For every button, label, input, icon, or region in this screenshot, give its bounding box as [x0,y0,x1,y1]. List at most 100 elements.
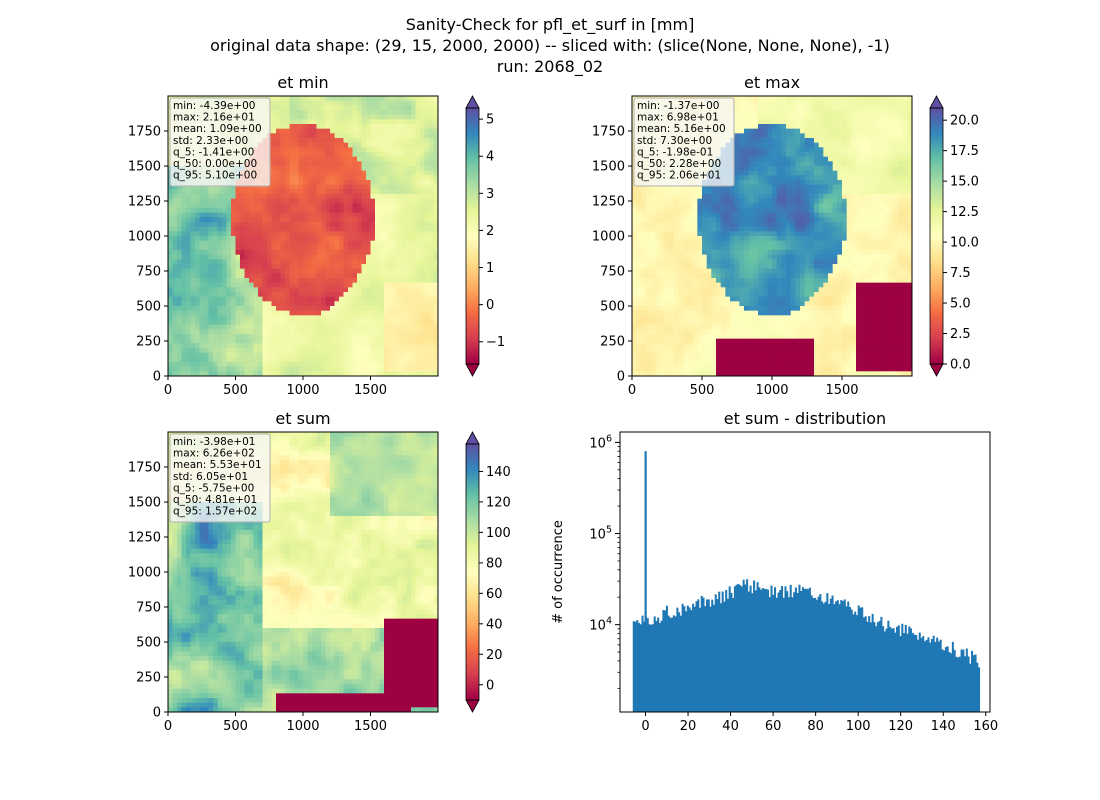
heatmap-cell [208,296,214,302]
heatmap-cell [325,170,331,176]
heatmap-cell [429,114,434,120]
heatmap-cell [758,105,764,111]
heatmap-cell [312,268,317,274]
heatmap-cell [397,236,403,242]
heatmap-cell [375,259,380,265]
heatmap-cell [795,96,801,102]
heatmap-cell [420,324,425,330]
heatmap-cell [375,231,380,237]
heatmap-cell [397,119,403,125]
heatmap-cell [393,343,398,349]
heatmap-cell [312,278,317,284]
heatmap-cell [375,217,380,223]
heatmap-cell [361,296,367,302]
heatmap-cell [397,226,403,232]
heatmap-cell [767,100,773,106]
heatmap-cell [307,278,313,284]
heatmap-cell [325,142,331,148]
heatmap-cell [280,287,286,293]
heatmap-cell [181,357,187,363]
heatmap-cell [411,292,416,298]
heatmap-cell [415,352,421,358]
heatmap-cell [172,338,178,344]
heatmap-cell [258,212,263,218]
heatmap-cell [217,208,223,214]
heatmap-cell [271,362,277,368]
heatmap-cell [433,324,439,330]
heatmap-cell [433,357,439,363]
heatmap-cell [298,156,304,162]
heatmap-cell [375,254,380,260]
heatmap-cell [303,329,308,335]
heatmap-cell [244,282,250,288]
heatmap-cell [285,133,290,139]
heatmap-cell [285,273,290,279]
heatmap-cell [334,362,340,368]
heatmap-cell [267,362,272,368]
heatmap-cell [429,292,434,298]
heatmap-cell [217,259,223,265]
heatmap-cell [352,301,358,307]
heatmap-cell [262,226,268,232]
heatmap-cell [361,124,367,130]
heatmap-cell [334,100,340,106]
heatmap-cell [285,343,290,349]
heatmap-cell [222,194,227,200]
heatmap-cell [739,142,745,148]
heatmap-cell [664,198,670,204]
heatmap-cell [884,119,890,125]
heatmap-cell [199,273,205,279]
heatmap-cell [339,231,344,237]
heatmap-cell [411,250,416,256]
heatmap-cell [366,138,371,144]
heatmap-cell [253,324,259,330]
heatmap-cell [168,208,173,214]
heatmap-cell [804,170,810,176]
heatmap-cell [271,105,277,111]
heatmap-cell [870,114,876,120]
heatmap-cell [415,287,421,293]
heatmap-cell [384,180,389,186]
heatmap-cell [312,348,317,354]
heatmap-cell [379,329,385,335]
heatmap-cell [316,245,322,251]
heatmap-cell [823,138,829,144]
heatmap-cell [240,362,245,368]
heatmap-cell [393,110,398,116]
heatmap-cell [388,222,394,228]
heatmap-cell [851,124,857,130]
heatmap-cell [800,189,806,195]
heatmap-cell [298,348,304,354]
heatmap-cell [361,352,367,358]
heatmap-cell [762,175,768,181]
heatmap-cell [758,184,764,190]
heatmap-cell [271,254,277,260]
heatmap-cell [271,166,277,172]
heatmap-cell [664,184,670,190]
heatmap-cell [334,147,340,153]
heatmap-cell [366,324,371,330]
heatmap-cell [856,142,862,148]
heatmap-cell [907,156,913,162]
heatmap-cell [758,189,764,195]
heatmap-cell [734,128,740,134]
heatmap-cell [357,147,362,153]
heatmap-cell [186,198,191,204]
heatmap-cell [406,366,412,372]
heatmap-cell [289,128,295,134]
heatmap-cell [851,142,857,148]
heatmap-cell [415,310,421,316]
heatmap-cell [388,156,394,162]
heatmap-cell [874,189,880,195]
heatmap-cell [424,105,430,111]
heatmap-cell [860,100,866,106]
heatmap-cell [411,287,416,293]
heatmap-cell [289,212,295,218]
heatmap-cell [424,338,430,344]
heatmap-cell [168,231,173,237]
heatmap-cell [786,138,792,144]
heatmap-cell [837,142,843,148]
heatmap-cell [781,105,787,111]
heatmap-cell [316,189,322,195]
heatmap-cell [181,194,187,200]
